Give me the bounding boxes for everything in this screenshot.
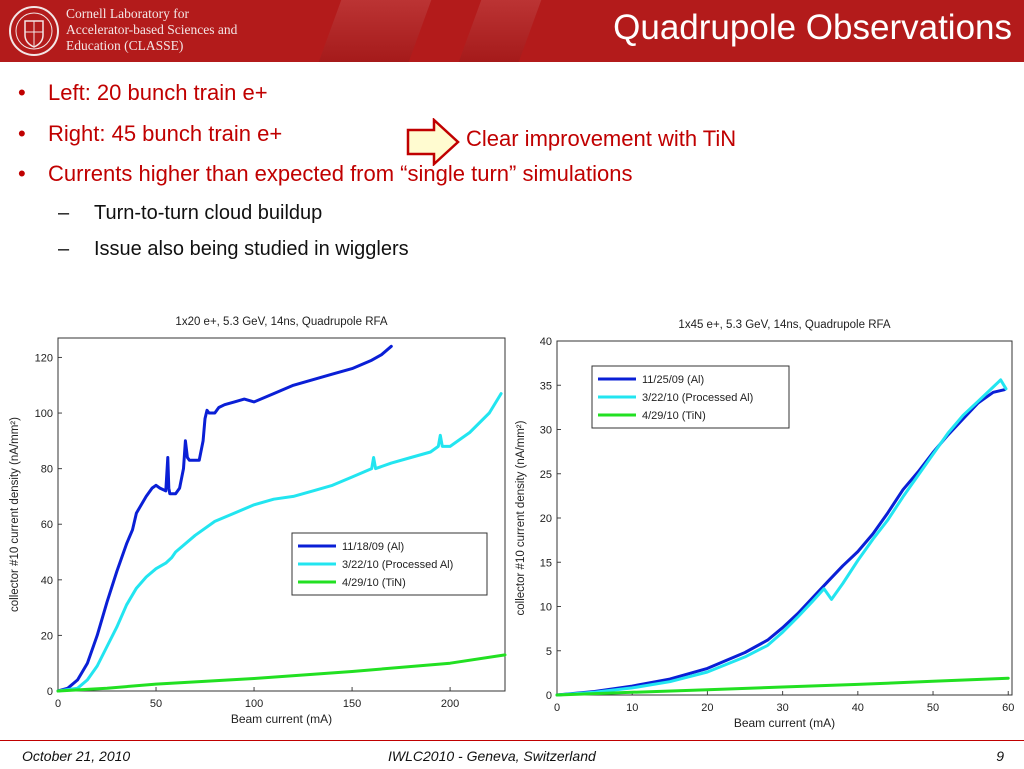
- x-tick-label: 50: [927, 702, 939, 714]
- x-tick-label: 100: [245, 698, 263, 710]
- legend-label: 11/25/09 (Al): [642, 374, 704, 386]
- cornell-seal-icon: [9, 6, 59, 56]
- sub-bullet-item: – Turn-to-turn cloud buildup: [58, 202, 322, 225]
- lab-name: Cornell Laboratory for Accelerator-based…: [66, 6, 237, 54]
- x-axis-label: Beam current (mA): [734, 716, 835, 730]
- x-tick-label: 30: [776, 702, 788, 714]
- right-arrow-icon: [406, 118, 460, 166]
- chart-right: 1x45 e+, 5.3 GeV, 14ns, Quadrupole RFA 0 1…: [515, 319, 1014, 730]
- series-line-3: [555, 676, 1010, 697]
- bullet-item: • Currents higher than expected from “sin…: [18, 161, 633, 187]
- y-tick-label: 35: [540, 380, 552, 392]
- header-decoration: [318, 0, 432, 62]
- y-tick-label: 15: [540, 557, 552, 569]
- y-tick-label: 120: [35, 352, 53, 364]
- bullet-marker: •: [18, 121, 26, 146]
- y-tick-label: 10: [540, 602, 552, 614]
- y-tick-label: 80: [41, 464, 53, 476]
- legend-label: 3/22/10 (Processed Al): [342, 559, 453, 571]
- x-tick-label: 150: [343, 698, 361, 710]
- bullet-text: Issue also being studied in wigglers: [94, 238, 409, 260]
- header-decoration: [458, 0, 542, 62]
- chart-left: 1x20 e+, 5.3 GeV, 14ns, Quadrupole RFA 0 5…: [9, 316, 507, 726]
- legend-label: 11/18/09 (Al): [342, 541, 404, 553]
- sub-bullet-item: – Issue also being studied in wigglers: [58, 238, 409, 261]
- series-line-3: [56, 653, 507, 693]
- legend-label: 3/22/10 (Processed Al): [642, 392, 753, 404]
- x-tick-label: 0: [55, 698, 61, 710]
- x-tick-label: 0: [554, 702, 560, 714]
- chart-title: 1x45 e+, 5.3 GeV, 14ns, Quadrupole RFA: [678, 319, 890, 331]
- chart-title: 1x20 e+, 5.3 GeV, 14ns, Quadrupole RFA: [175, 316, 387, 328]
- slide-title: Quadrupole Observations: [613, 8, 1012, 47]
- bullet-text: Currents higher than expected from “sing…: [48, 161, 633, 186]
- y-tick-label: 30: [540, 425, 552, 437]
- x-tick-label: 50: [150, 698, 162, 710]
- y-axis-label: collector #10 current density (nA/mm²): [515, 420, 527, 615]
- bullet-item: • Left: 20 bunch train e+: [18, 80, 268, 106]
- lab-name-line: Education (CLASSE): [66, 38, 184, 53]
- plot-area: [58, 338, 505, 691]
- y-tick-label: 25: [540, 469, 552, 481]
- dash-marker: –: [58, 238, 70, 260]
- dash-marker: –: [58, 202, 70, 224]
- lab-name-line: Accelerator-based Sciences and: [66, 22, 238, 37]
- bullet-text: Right: 45 bunch train e+: [48, 121, 283, 146]
- x-tick-label: 200: [441, 698, 459, 710]
- bullet-text: Left: 20 bunch train e+: [48, 80, 268, 105]
- footer: October 21, 2010 IWLC2010 - Geneva, Swit…: [0, 740, 1024, 769]
- page-number: 9: [996, 748, 1004, 764]
- y-tick-label: 40: [540, 336, 552, 348]
- series-line-2: [56, 392, 503, 693]
- callout-text: Clear improvement with TiN: [466, 126, 737, 151]
- bullet-marker: •: [18, 80, 26, 105]
- y-tick-label: 20: [540, 513, 552, 525]
- bullet-text: Turn-to-turn cloud buildup: [94, 202, 323, 224]
- y-axis-label: collector #10 current density (nA/mm²): [9, 417, 21, 612]
- x-tick-label: 60: [1002, 702, 1014, 714]
- y-tick-label: 0: [546, 690, 552, 702]
- y-tick-label: 0: [47, 686, 53, 698]
- series-line-1: [56, 344, 393, 693]
- plot-frame: [57, 337, 506, 692]
- series-line-1: [555, 388, 1006, 697]
- legend-label: 4/29/10 (TiN): [342, 577, 406, 589]
- x-tick-label: 20: [701, 702, 713, 714]
- x-axis-label: Beam current (mA): [231, 712, 332, 726]
- lab-name-line: Cornell Laboratory for: [66, 6, 189, 21]
- footer-date: October 21, 2010: [22, 748, 131, 764]
- y-tick-label: 20: [41, 630, 53, 642]
- plot-frame: [556, 340, 1013, 696]
- y-tick-label: 40: [41, 575, 53, 587]
- x-tick-label: 40: [852, 702, 864, 714]
- y-tick-label: 5: [546, 646, 552, 658]
- y-tick-label: 100: [35, 408, 53, 420]
- y-tick-label: 60: [41, 519, 53, 531]
- header-bar: Cornell Laboratory for Accelerator-based…: [0, 0, 1024, 62]
- x-tick-label: 10: [626, 702, 638, 714]
- bullet-item: • Right: 45 bunch train e+: [18, 121, 282, 147]
- bullet-marker: •: [18, 161, 26, 186]
- footer-event: IWLC2010 - Geneva, Switzerland: [388, 748, 596, 764]
- legend-label: 4/29/10 (TiN): [642, 410, 706, 422]
- series-line-2: [555, 378, 1008, 697]
